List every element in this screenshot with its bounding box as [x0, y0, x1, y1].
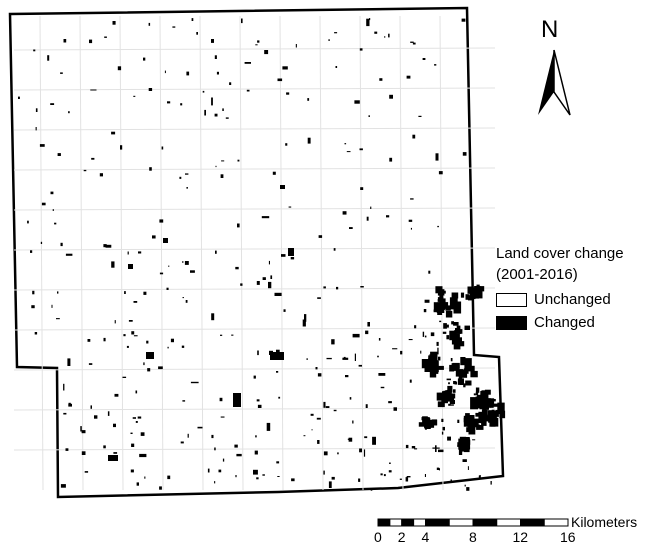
legend-label-unchanged: Unchanged: [534, 291, 611, 308]
north-label: N: [541, 16, 559, 43]
legend-item-unchanged: Unchanged: [496, 291, 644, 308]
scale-tick-label: 16: [560, 529, 576, 545]
legend: Land cover change (2001-2016) Unchanged …: [496, 243, 644, 331]
scale-tick-label: 2: [397, 529, 406, 545]
scale-tick-label: 12: [512, 529, 529, 545]
scale-tick-label: 8: [469, 529, 477, 545]
legend-title-line2: (2001-2016): [496, 266, 578, 283]
north-arrow-icon: [538, 49, 571, 116]
urban-changed-area: [418, 284, 506, 453]
changed-patches: [18, 18, 496, 491]
scale-unit-label: Kilometers: [571, 514, 638, 530]
legend-label-changed: Changed: [534, 314, 595, 331]
legend-swatch-unchanged: [496, 292, 527, 307]
scale-tick-label: 4: [421, 529, 430, 545]
legend-swatch-changed: [496, 315, 527, 330]
scale-tick-label: 0: [374, 529, 382, 545]
legend-item-changed: Changed: [496, 314, 644, 331]
legend-title-line1: Land cover change: [496, 245, 624, 262]
